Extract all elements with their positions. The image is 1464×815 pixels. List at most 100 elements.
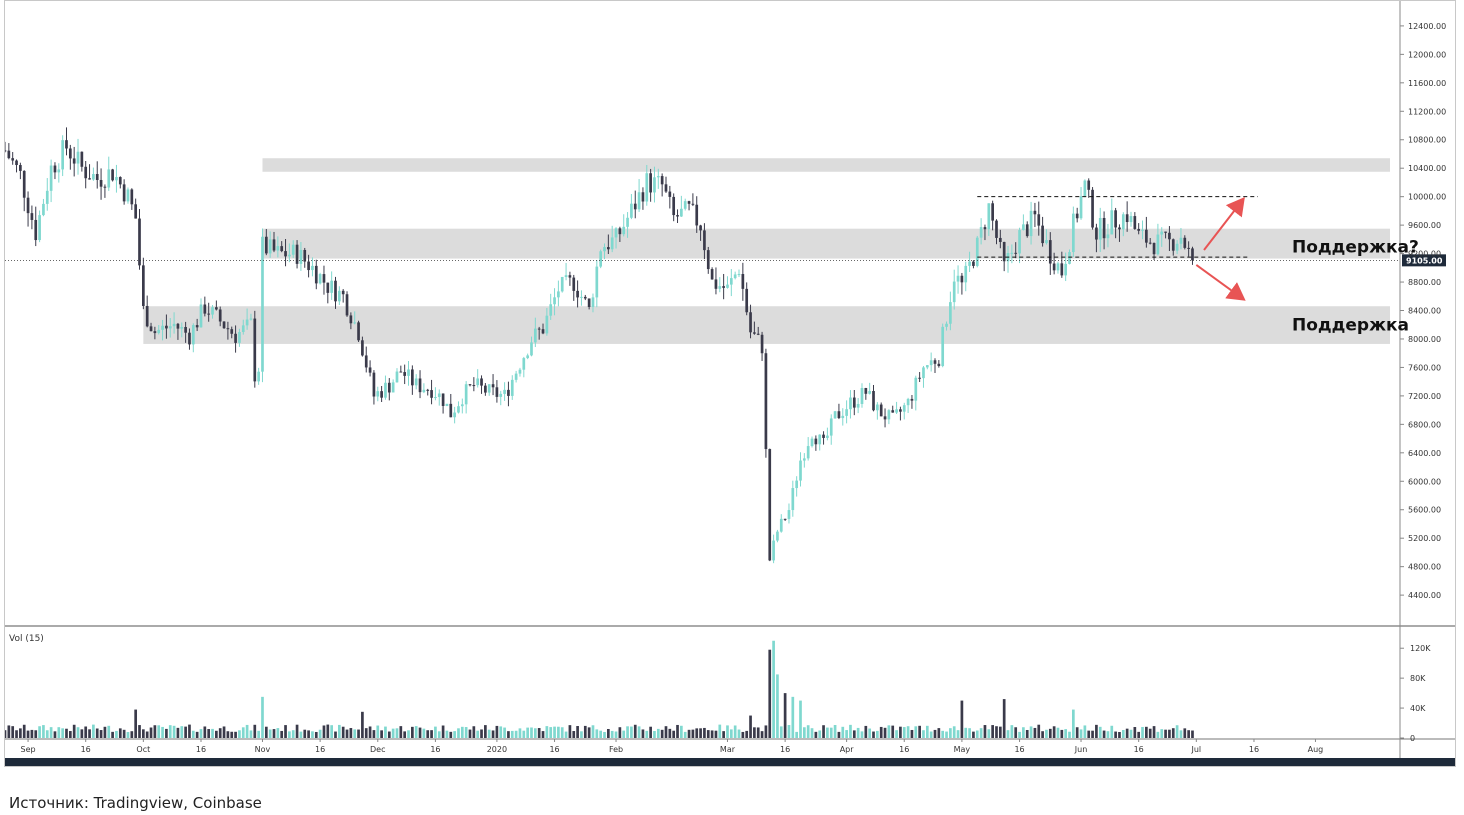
candle-body — [718, 286, 722, 289]
volume-bar — [964, 727, 968, 738]
volume-bar — [714, 730, 718, 738]
candle — [445, 403, 449, 407]
volume-bar — [672, 730, 676, 738]
candle — [626, 212, 629, 238]
candle-body — [960, 275, 964, 283]
candle — [276, 236, 280, 258]
candle — [288, 243, 291, 263]
volume-bar — [472, 726, 476, 738]
volume-bar — [361, 711, 364, 738]
candle — [760, 331, 764, 361]
candle-body — [852, 397, 856, 408]
volume-bar — [134, 709, 138, 738]
candle — [841, 408, 845, 426]
candle — [776, 529, 779, 543]
candle — [899, 406, 902, 421]
candle-body — [587, 298, 591, 307]
volume-bar — [895, 730, 898, 738]
volume-bar — [414, 726, 418, 738]
candle-body — [480, 378, 483, 386]
volume-bar — [161, 726, 164, 738]
candle — [468, 384, 472, 387]
candle — [587, 298, 591, 310]
candle-body — [245, 319, 249, 326]
volume-bar — [860, 731, 864, 738]
candle-body — [161, 325, 164, 330]
candle — [337, 286, 341, 306]
candle-body — [833, 411, 837, 419]
price-tick-label: 11600.00 — [1408, 79, 1446, 88]
candle — [92, 167, 95, 181]
candle — [88, 164, 91, 180]
time-tick-label: Mar — [720, 745, 736, 754]
candle-body — [1168, 232, 1171, 240]
support-zone-0 — [262, 158, 1390, 172]
candle-body — [949, 302, 952, 324]
candle-body — [783, 518, 787, 520]
time-tick-label: Oct — [136, 745, 150, 754]
volume-bar — [733, 725, 737, 738]
volume-bar — [614, 731, 618, 738]
candle — [1156, 223, 1160, 256]
volume-bar — [914, 726, 918, 738]
candle-body — [622, 226, 626, 235]
volume-bar — [891, 725, 895, 738]
volume-bar — [407, 730, 410, 738]
candle — [76, 138, 80, 175]
candle-body — [695, 204, 699, 226]
volume-bar — [514, 730, 518, 738]
candle-body — [764, 353, 768, 450]
candle-body — [184, 326, 187, 333]
candle-body — [891, 410, 895, 413]
candle — [553, 288, 556, 316]
candle — [238, 328, 241, 347]
candle-body — [879, 404, 883, 417]
volume-bar — [437, 731, 441, 738]
candle — [341, 289, 345, 303]
candle-body — [391, 382, 395, 393]
candle-body — [122, 184, 126, 202]
candle-body — [7, 150, 11, 159]
time-tick-label: Jun — [1074, 745, 1088, 754]
candle-body — [65, 140, 68, 149]
candle-body — [710, 269, 714, 280]
volume-bar — [376, 725, 380, 738]
candle-body — [345, 294, 349, 316]
candle — [610, 225, 614, 253]
candle — [1129, 211, 1133, 227]
candle-body — [664, 184, 668, 192]
volume-bar — [1018, 731, 1021, 738]
volume-bar — [583, 725, 587, 738]
candle — [53, 162, 57, 180]
volume-bar — [591, 725, 595, 738]
candle — [1091, 187, 1094, 230]
volume-bar — [779, 726, 783, 738]
candle — [541, 323, 545, 335]
candle — [656, 168, 660, 189]
candle — [326, 282, 330, 304]
volume-bar — [680, 725, 683, 738]
price-tick-label: 12000.00 — [1408, 50, 1446, 59]
candle-body — [568, 275, 572, 278]
candle — [998, 229, 1002, 249]
volume-bar — [457, 728, 460, 738]
candle — [852, 390, 856, 416]
support-label-question: Поддержка? — [1292, 237, 1419, 257]
candle-body — [507, 389, 510, 396]
candle — [891, 405, 895, 413]
candle-body — [741, 274, 745, 289]
candle — [645, 164, 649, 206]
price-candles — [5, 127, 1194, 564]
candle — [334, 276, 337, 309]
candle — [680, 195, 683, 217]
candle-body — [1152, 242, 1156, 255]
candle — [57, 163, 61, 183]
candle-body — [284, 251, 287, 257]
candle — [5, 141, 7, 153]
volume-bar — [314, 731, 318, 738]
candle — [1014, 242, 1018, 259]
candle — [622, 214, 626, 237]
volume-bar — [691, 729, 695, 738]
volume-bar — [956, 730, 960, 738]
volume-bar — [879, 726, 883, 738]
